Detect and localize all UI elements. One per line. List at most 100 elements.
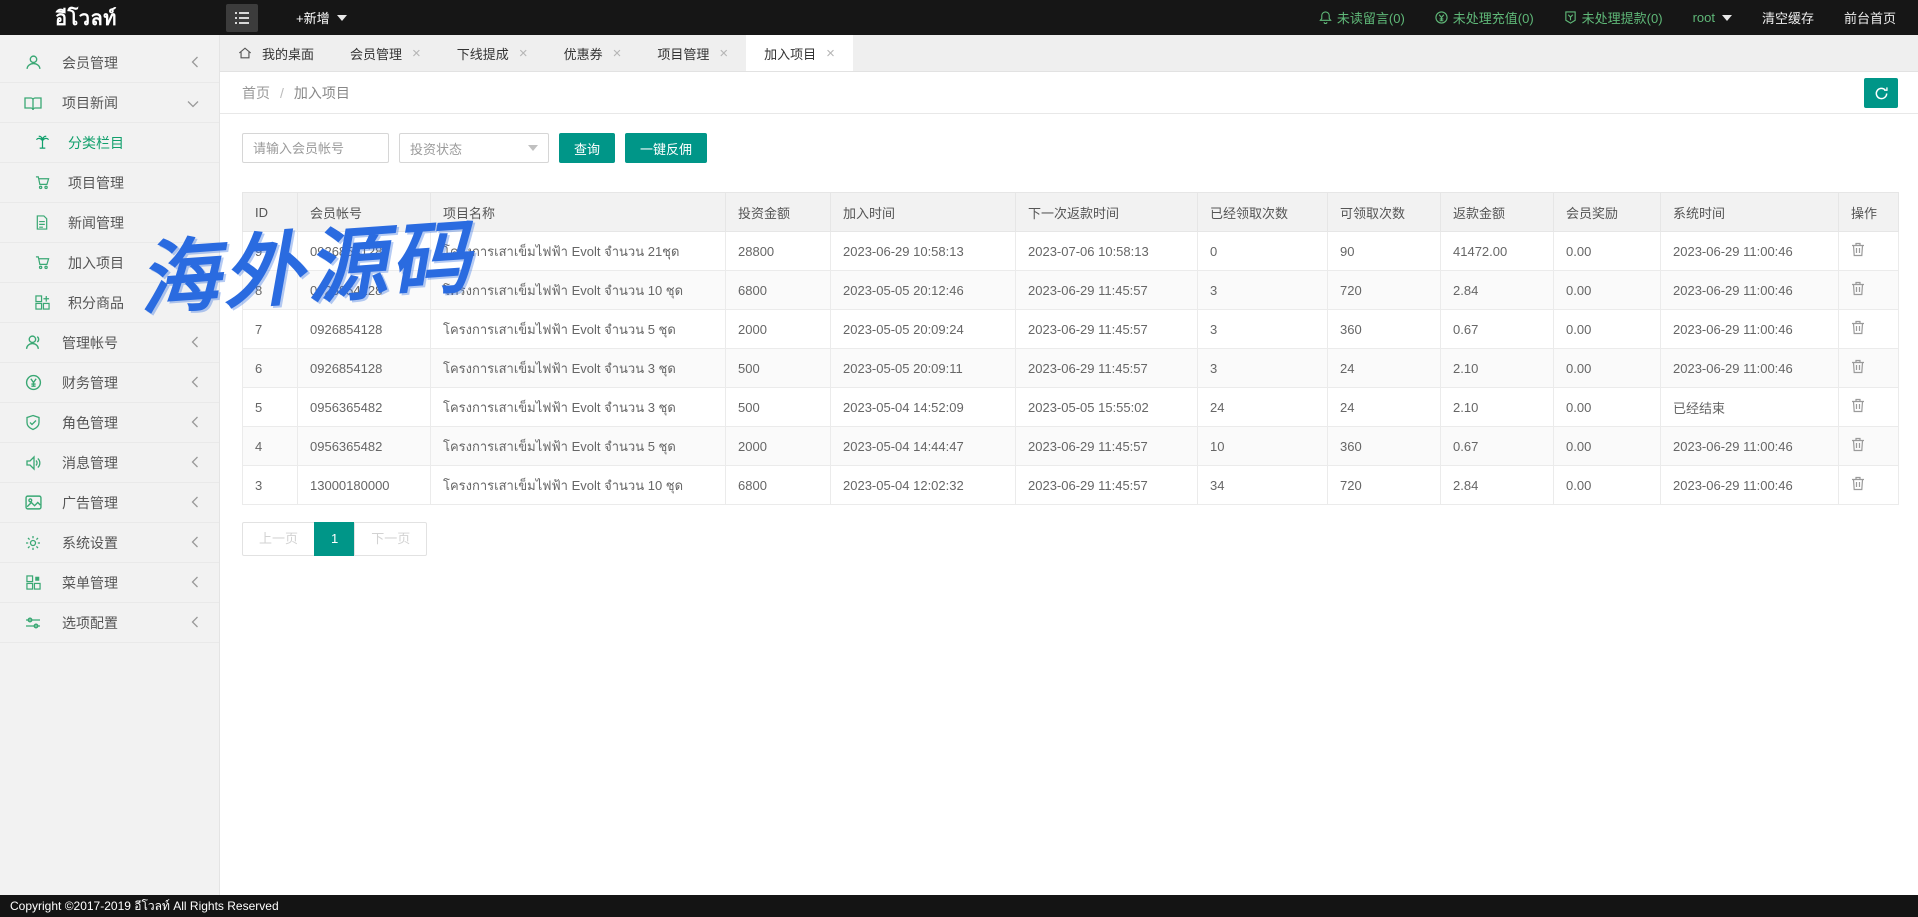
hamburger-menu-button[interactable]: [226, 3, 258, 32]
tab-label: 会员管理: [350, 46, 403, 62]
sidebar-item-finance-mgmt[interactable]: 财务管理: [0, 363, 219, 403]
sidebar-item-category-columns[interactable]: 分类栏目: [0, 123, 219, 163]
sidebar-item-label: 菜单管理: [62, 574, 118, 591]
cell-account: 0956365482: [297, 387, 431, 427]
cell-taken: 3: [1197, 309, 1328, 349]
close-icon[interactable]: ×: [612, 44, 622, 62]
sidebar-item-news-mgmt[interactable]: 新闻管理: [0, 203, 219, 243]
cell-taken: 10: [1197, 426, 1328, 466]
cell-next-time: 2023-06-29 11:45:57: [1015, 270, 1198, 310]
search-button[interactable]: 查询: [559, 133, 616, 163]
sidebar: 会员管理 项目新闻 分类栏目 项目管理 新闻管理 加入项目 积分商品 管: [0, 35, 220, 895]
delete-icon[interactable]: [1851, 359, 1865, 374]
add-new-label: +新增: [296, 11, 330, 26]
sidebar-item-menu-mgmt[interactable]: 菜单管理: [0, 563, 219, 603]
sidebar-item-project-news[interactable]: 项目新闻: [0, 83, 219, 123]
cell-sys-time: 2023-06-29 11:00:46: [1660, 465, 1839, 505]
menu-grid-icon: [24, 574, 42, 592]
delete-icon[interactable]: [1851, 320, 1865, 335]
tab-downline-commission[interactable]: 下线提成 ×: [439, 35, 546, 71]
cell-next-time: 2023-06-29 11:45:57: [1015, 309, 1198, 349]
cart-icon: [34, 255, 50, 271]
cell-reward: 0.00: [1553, 348, 1661, 388]
cell-join-time: 2023-05-04 12:02:32: [830, 465, 1016, 505]
breadcrumb-home[interactable]: 首页: [242, 85, 270, 101]
delete-icon[interactable]: [1851, 281, 1865, 296]
sidebar-item-label: 财务管理: [62, 374, 118, 391]
sidebar-item-role-mgmt[interactable]: 角色管理: [0, 403, 219, 443]
sidebar-item-option-config[interactable]: 选项配置: [0, 603, 219, 643]
tab-join-project[interactable]: 加入项目 ×: [746, 35, 853, 71]
sidebar-item-member-mgmt[interactable]: 会员管理: [0, 43, 219, 83]
col-join-time: 加入时间: [830, 192, 1016, 232]
col-project: 项目名称: [430, 192, 726, 232]
cell-reward: 0.00: [1553, 270, 1661, 310]
sidebar-item-system-settings[interactable]: 系统设置: [0, 523, 219, 563]
sidebar-item-label: 加入项目: [68, 254, 124, 271]
tab-label: 项目管理: [657, 46, 710, 62]
col-next-refund-time: 下一次返款时间: [1015, 192, 1198, 232]
pending-recharge-link[interactable]: 未处理充值(0): [1435, 8, 1534, 27]
col-refund-amount: 返款金额: [1440, 192, 1554, 232]
cell-account: 0926854128: [297, 309, 431, 349]
sidebar-item-ad-mgmt[interactable]: 广告管理: [0, 483, 219, 523]
pending-withdraw-link[interactable]: 未处理提款(0): [1564, 8, 1663, 27]
cell-reward: 0.00: [1553, 231, 1661, 271]
chevron-left-icon: [191, 455, 199, 471]
member-account-input[interactable]: [242, 133, 389, 163]
cell-reward: 0.00: [1553, 465, 1661, 505]
cell-join-time: 2023-05-05 20:09:24: [830, 309, 1016, 349]
refresh-button[interactable]: [1864, 78, 1898, 108]
cell-next-time: 2023-06-29 11:45:57: [1015, 465, 1198, 505]
footer-copyright: Copyright ©2017-2019 อีโวลท์ All Rights …: [0, 895, 1918, 917]
close-icon[interactable]: ×: [518, 44, 528, 62]
sidebar-item-join-project[interactable]: 加入项目: [0, 243, 219, 283]
front-home-link[interactable]: 前台首页: [1843, 11, 1896, 26]
cell-account: 0926854128: [297, 348, 431, 388]
user-dropdown[interactable]: root: [1693, 10, 1732, 25]
chevron-left-icon: [191, 615, 199, 631]
cell-refund: 0.67: [1440, 426, 1554, 466]
delete-icon[interactable]: [1851, 476, 1865, 491]
breadcrumb-current: 加入项目: [293, 85, 350, 101]
chevron-left-icon: [191, 375, 199, 391]
cell-available: 360: [1327, 309, 1441, 349]
delete-icon[interactable]: [1851, 398, 1865, 413]
unread-messages-link[interactable]: 未读留言(0): [1319, 8, 1405, 27]
close-icon[interactable]: ×: [826, 44, 835, 62]
prev-page-button[interactable]: 上一页: [242, 522, 316, 556]
sidebar-item-project-mgmt[interactable]: 项目管理: [0, 163, 219, 203]
sidebar-item-message-mgmt[interactable]: 消息管理: [0, 443, 219, 483]
delete-icon[interactable]: [1851, 437, 1865, 452]
cell-taken: 34: [1197, 465, 1328, 505]
cell-available: 360: [1327, 426, 1441, 466]
tab-coupons[interactable]: 优惠券 ×: [546, 35, 640, 71]
close-icon[interactable]: ×: [412, 44, 421, 62]
grid-plus-icon: [34, 295, 50, 311]
one-key-rebate-button[interactable]: 一键反佣: [625, 133, 708, 163]
join-project-table: ID 会员帐号 项目名称 投资金额 加入时间 下一次返款时间 已经领取次数 可领…: [242, 192, 1899, 505]
next-page-button[interactable]: 下一页: [354, 522, 428, 556]
cell-available: 90: [1327, 231, 1441, 271]
current-page-button[interactable]: 1: [314, 522, 356, 556]
invest-status-select[interactable]: 投资状态: [399, 133, 549, 163]
cell-project: โครงการเสาเข็มไฟฟ้า Evolt จำนวน 5 ชุด: [430, 309, 726, 349]
sidebar-item-points-goods[interactable]: 积分商品: [0, 283, 219, 323]
app-logo: อีโวลท์: [55, 7, 117, 30]
close-icon[interactable]: ×: [719, 44, 729, 62]
cell-account: 13000180000: [297, 465, 431, 505]
tab-project-mgmt[interactable]: 项目管理 ×: [639, 35, 746, 71]
cell-sys-time: 2023-06-29 11:00:46: [1660, 231, 1839, 271]
chevron-left-icon: [191, 535, 199, 551]
clear-cache-button[interactable]: 清空缓存: [1761, 11, 1814, 26]
add-new-dropdown[interactable]: +新增: [296, 8, 347, 27]
cell-project: โครงการเสาเข็มไฟฟ้า Evolt จำนวน 3 ชุด: [430, 348, 726, 388]
tab-my-desktop[interactable]: 我的桌面: [220, 35, 332, 71]
tab-member-mgmt[interactable]: 会员管理 ×: [332, 35, 439, 71]
delete-icon[interactable]: [1851, 242, 1865, 257]
sidebar-item-admin-accounts[interactable]: 管理帐号: [0, 323, 219, 363]
tab-bar: 我的桌面 会员管理 × 下线提成 × 优惠券 × 项目管理 × 加入项目 ×: [220, 35, 1918, 72]
user-icon: [24, 54, 42, 72]
image-icon: [24, 494, 42, 512]
sidebar-item-label: 消息管理: [62, 454, 118, 471]
